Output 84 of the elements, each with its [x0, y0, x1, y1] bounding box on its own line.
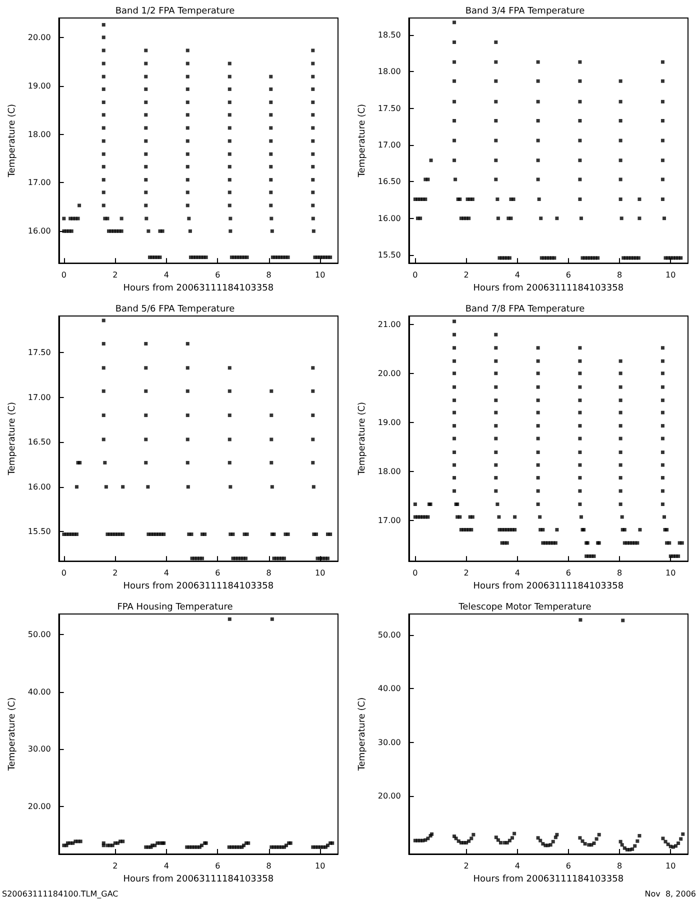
- x-tick-label: 10: [314, 862, 326, 870]
- x-tick-label: 10: [314, 270, 326, 280]
- y-tick-label: 21.00: [378, 320, 401, 329]
- x-tick-label: 6: [215, 862, 220, 870]
- y-tick-label: 17.50: [378, 104, 401, 113]
- x-tick-label: 4: [164, 568, 169, 578]
- y-tick-label: 40.00: [28, 687, 51, 696]
- x-tick-label: 2: [112, 568, 118, 578]
- text: Nov 8, 2006: [644, 890, 696, 898]
- y-tick-label: 17.00: [378, 140, 401, 150]
- y-tick-label: 20.00: [28, 32, 51, 42]
- x-tick-label: 0: [412, 270, 418, 280]
- x-tick-label: 2: [464, 568, 469, 578]
- y-tick-label: 40.00: [378, 684, 401, 694]
- y-axis-title: Temperature (C): [358, 697, 368, 772]
- x-axis-title: Hours from 20063111184103358: [123, 582, 274, 592]
- x-tick-label: 6: [215, 270, 220, 280]
- x-axis-title: Hours from 20063111184103358: [123, 284, 274, 294]
- x-tick-label: 0: [61, 270, 66, 280]
- y-tick-label: 16.00: [28, 482, 51, 492]
- x-tick-label: 8: [616, 568, 622, 578]
- y-tick-label: 30.00: [28, 744, 51, 754]
- y-tick-label: 18.00: [378, 67, 401, 76]
- chart-title: Band 3/4 FPA Temperature: [465, 6, 586, 16]
- y-axis-title: Temperature (C): [8, 104, 18, 178]
- x-tick-label: 8: [266, 568, 272, 578]
- y-tick-label: 18.00: [378, 466, 401, 476]
- x-tick-label: 4: [164, 862, 169, 870]
- x-tick-label: 0: [61, 568, 66, 578]
- chart-title: FPA Housing Temperature: [117, 602, 234, 612]
- x-axis-title: Hours from 20063111184103358: [473, 284, 624, 294]
- x-axis-title: Hours from 20063111184103358: [123, 874, 274, 884]
- x-tick-label: 10: [666, 862, 676, 870]
- y-tick-label: 17.50: [28, 348, 51, 358]
- y-tick-label: 19.00: [28, 81, 51, 90]
- y-tick-label: 15.50: [28, 527, 51, 536]
- y-axis-title: Temperature (C): [8, 402, 18, 476]
- x-tick-label: 10: [314, 568, 326, 578]
- x-tick-label: 6: [566, 862, 571, 870]
- y-tick-label: 20.00: [378, 792, 401, 801]
- y-axis-title: Temperature (C): [8, 697, 18, 772]
- x-tick-label: 2: [112, 270, 118, 280]
- x-tick-label: 8: [266, 270, 272, 280]
- x-tick-label: 8: [616, 270, 622, 280]
- x-tick-label: 8: [266, 862, 272, 870]
- y-tick-label: 17.00: [378, 516, 401, 525]
- x-tick-label: 6: [215, 568, 220, 578]
- x-tick-label: 10: [666, 568, 676, 578]
- x-axis-title: Hours from 20063111184103358: [473, 582, 624, 592]
- chart-title: Band 1/2 FPA Temperature: [115, 6, 236, 16]
- y-tick-label: 50.00: [378, 630, 401, 640]
- y-tick-label: 17.00: [28, 178, 51, 188]
- x-tick-label: 6: [566, 270, 571, 280]
- y-tick-label: 19.00: [378, 418, 401, 427]
- y-tick-label: 16.50: [378, 177, 401, 186]
- x-tick-label: 4: [514, 862, 520, 870]
- x-tick-label: 10: [666, 270, 676, 280]
- chart-title: Telescope Motor Temperature: [458, 602, 592, 612]
- x-tick-label: 2: [112, 862, 118, 870]
- y-axis-title: Temperature (C): [358, 104, 368, 178]
- y-axis-title: Temperature (C): [358, 402, 368, 476]
- y-tick-label: 16.50: [28, 438, 51, 447]
- y-tick-label: 16.00: [28, 226, 51, 236]
- y-tick-label: 17.00: [28, 392, 51, 402]
- y-tick-label: 50.00: [28, 630, 51, 640]
- x-tick-label: 6: [566, 568, 571, 578]
- y-tick-label: 18.50: [378, 30, 401, 40]
- y-tick-label: 16.00: [378, 214, 401, 223]
- x-tick-label: 4: [514, 568, 520, 578]
- x-tick-label: 2: [464, 862, 469, 870]
- text: S20063111184100.TLM_GAC: [2, 890, 119, 898]
- x-tick-label: 4: [514, 270, 520, 280]
- chart-title: Band 5/6 FPA Temperature: [115, 304, 236, 314]
- y-tick-label: 30.00: [378, 738, 401, 747]
- y-tick-label: 20.00: [28, 802, 51, 811]
- x-axis-title: Hours from 20063111184103358: [473, 874, 624, 884]
- chart-title: Band 7/8 FPA Temperature: [465, 304, 586, 314]
- y-tick-label: 18.00: [28, 130, 51, 139]
- y-tick-label: 15.50: [378, 250, 401, 260]
- x-tick-label: 2: [464, 270, 469, 280]
- y-tick-label: 20.00: [378, 368, 401, 378]
- x-tick-label: 0: [412, 568, 418, 578]
- x-tick-label: 8: [616, 862, 622, 870]
- x-tick-label: 4: [164, 270, 169, 280]
